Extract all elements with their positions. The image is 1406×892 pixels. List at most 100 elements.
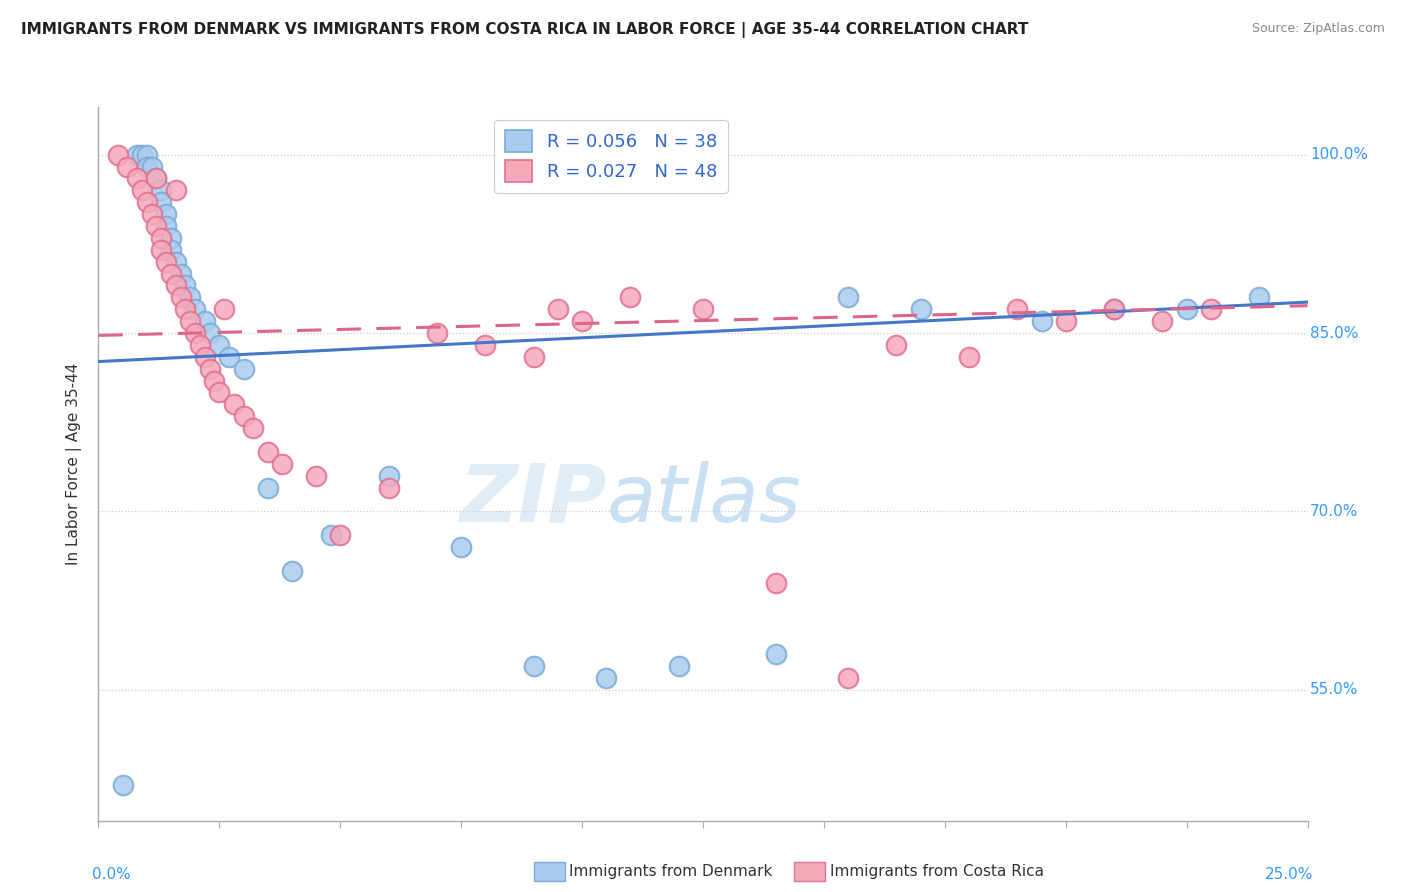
Point (222, 397, 245, 411)
Point (232, 361, 254, 376)
Text: 0.0%: 0.0% (93, 867, 131, 882)
Legend: R = 0.056   N = 38, R = 0.027   N = 48: R = 0.056 N = 38, R = 0.027 N = 48 (495, 120, 728, 193)
Text: 55.0%: 55.0% (1310, 682, 1358, 698)
Point (107, 147, 129, 161)
Point (329, 528, 352, 542)
Point (957, 350, 980, 364)
Point (571, 314, 593, 328)
Point (150, 183, 173, 197)
Point (377, 468, 399, 483)
Point (910, 302, 932, 317)
Point (692, 302, 714, 317)
Point (131, 183, 153, 197)
Point (160, 243, 183, 257)
Point (305, 468, 328, 483)
Point (165, 278, 187, 293)
Point (450, 540, 472, 554)
Text: 85.0%: 85.0% (1310, 326, 1358, 341)
Point (837, 290, 859, 304)
Point (218, 350, 240, 364)
Point (1249, 290, 1271, 304)
Point (208, 338, 231, 352)
Point (169, 290, 191, 304)
Point (523, 659, 546, 673)
Point (765, 575, 787, 590)
Point (271, 457, 294, 471)
Text: ZIP: ZIP (458, 460, 606, 539)
Point (135, 160, 157, 174)
Point (127, 171, 149, 186)
Point (1054, 314, 1077, 328)
Point (194, 350, 217, 364)
Point (155, 219, 177, 233)
Point (117, 160, 139, 174)
Point (179, 314, 201, 328)
Text: Source: ZipAtlas.com: Source: ZipAtlas.com (1251, 22, 1385, 36)
Point (619, 290, 641, 304)
Point (135, 147, 157, 161)
Point (242, 421, 264, 435)
Point (165, 183, 187, 197)
Point (174, 302, 197, 317)
Point (1152, 314, 1174, 328)
Point (1031, 314, 1053, 328)
Point (188, 338, 211, 352)
Point (150, 195, 173, 210)
Point (131, 147, 153, 161)
Point (886, 338, 908, 352)
Point (595, 671, 617, 685)
Point (474, 338, 496, 352)
Point (127, 147, 149, 161)
Point (208, 385, 231, 400)
Point (174, 278, 197, 293)
Point (135, 195, 157, 210)
Point (145, 171, 167, 186)
Point (1175, 302, 1198, 317)
Point (204, 374, 226, 388)
Text: 70.0%: 70.0% (1310, 504, 1358, 519)
Point (1007, 302, 1029, 317)
Point (141, 207, 163, 221)
Point (165, 254, 187, 268)
Point (547, 302, 569, 317)
Point (319, 528, 342, 542)
Point (198, 361, 221, 376)
Point (377, 481, 399, 495)
Point (256, 445, 278, 459)
Point (150, 243, 173, 257)
Point (281, 564, 304, 578)
Point (179, 290, 201, 304)
Point (232, 409, 254, 424)
Point (426, 326, 449, 340)
Text: Immigrants from Denmark: Immigrants from Denmark (569, 864, 773, 879)
Point (1102, 302, 1125, 317)
Text: Immigrants from Costa Rica: Immigrants from Costa Rica (830, 864, 1043, 879)
Point (155, 254, 177, 268)
Point (198, 326, 221, 340)
Point (160, 231, 183, 245)
Point (668, 659, 690, 673)
Point (837, 671, 859, 685)
Text: 100.0%: 100.0% (1310, 147, 1368, 162)
Text: atlas: atlas (606, 460, 801, 539)
Point (160, 267, 183, 281)
Point (212, 302, 235, 317)
Point (765, 647, 787, 661)
Point (184, 302, 207, 317)
Text: 25.0%: 25.0% (1265, 867, 1313, 882)
Point (155, 207, 177, 221)
Point (256, 481, 278, 495)
Text: IMMIGRANTS FROM DENMARK VS IMMIGRANTS FROM COSTA RICA IN LABOR FORCE | AGE 35-44: IMMIGRANTS FROM DENMARK VS IMMIGRANTS FR… (21, 22, 1028, 38)
Y-axis label: In Labor Force | Age 35-44: In Labor Force | Age 35-44 (66, 363, 83, 565)
Point (1102, 302, 1125, 317)
Point (145, 171, 167, 186)
Point (184, 326, 207, 340)
Point (169, 267, 191, 281)
Point (145, 219, 167, 233)
Point (141, 160, 163, 174)
Point (194, 314, 217, 328)
Point (150, 231, 173, 245)
Point (111, 778, 134, 792)
Point (1199, 302, 1222, 317)
Point (523, 350, 546, 364)
